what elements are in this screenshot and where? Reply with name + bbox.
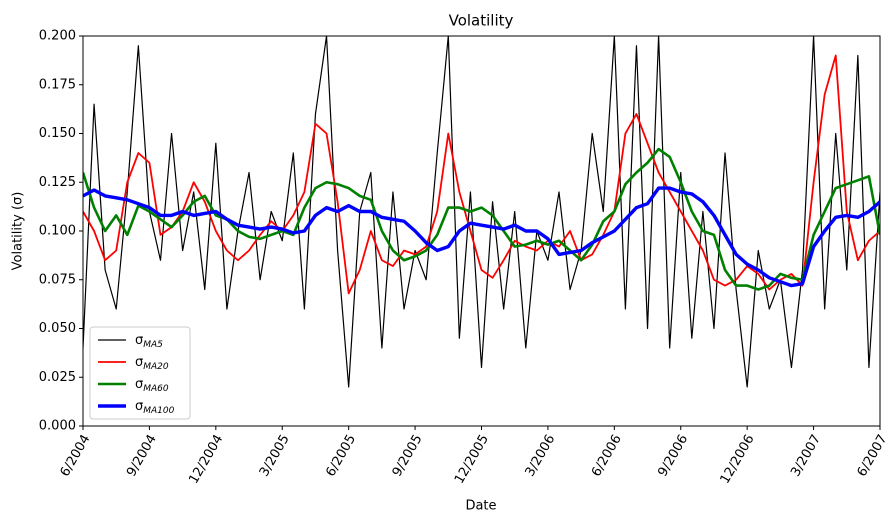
legend-label: σMA60 [135, 377, 169, 394]
x-axis-label: Date [465, 499, 496, 514]
legend-label: σMA100 [135, 399, 175, 416]
y-tick-label: 0.025 [39, 370, 76, 385]
y-tick-label: 0.200 [39, 29, 76, 44]
y-tick-label: 0.175 [39, 77, 76, 92]
legend-label: σMA5 [135, 333, 163, 350]
series-line [83, 186, 880, 288]
y-tick-label: 0.000 [39, 419, 76, 434]
chart-title: Volatility [449, 12, 514, 30]
series-line [83, 147, 880, 291]
y-axis-label: Volatility (σ) [11, 192, 26, 271]
y-tick-label: 0.125 [39, 175, 76, 190]
y-tick-label: 0.100 [39, 224, 76, 239]
legend-label: σMA20 [135, 355, 169, 372]
y-tick-label: 0.050 [39, 321, 76, 336]
plot-area [83, 36, 880, 388]
series-line [83, 36, 880, 388]
y-tick-label: 0.075 [39, 272, 76, 287]
y-tick-label: 0.150 [39, 126, 76, 141]
legend-box [89, 326, 191, 420]
series-line [83, 54, 880, 295]
